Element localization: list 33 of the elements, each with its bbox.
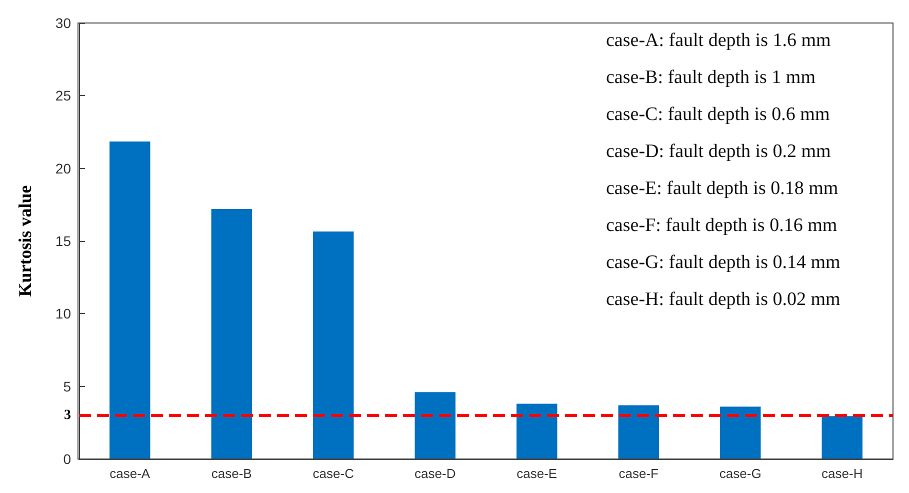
annotation: case-G: fault depth is 0.14 mm (606, 252, 840, 273)
y-tick-label: 10 (55, 306, 72, 322)
y-axis-title: Kurtosis value (15, 185, 35, 297)
x-tick-label: case-D (414, 466, 456, 481)
bar (414, 392, 456, 459)
y-tick-label: 15 (55, 233, 72, 249)
annotation: case-D: fault depth is 0.2 mm (606, 141, 831, 162)
annotation: case-B: fault depth is 1 mm (606, 67, 816, 88)
annotation: case-E: fault depth is 0.18 mm (606, 178, 838, 199)
bar (618, 405, 659, 459)
annotation: case-H: fault depth is 0.02 mm (606, 289, 840, 310)
y-tick-label: 30 (55, 15, 72, 31)
y-tick-label: 5 (63, 378, 72, 394)
y-tick-label: 0 (63, 451, 72, 467)
y-tick-label: 3 (64, 408, 71, 423)
x-tick-label: case-C (312, 466, 354, 481)
x-tick-label: case-H (822, 466, 863, 481)
bar (110, 141, 150, 459)
bar (516, 404, 558, 459)
x-tick-label: case-G (719, 466, 762, 481)
y-tick-label: 25 (55, 88, 72, 104)
annotation: case-F: fault depth is 0.16 mm (606, 215, 838, 236)
x-tick-label: case-F (618, 466, 659, 481)
annotation: case-C: fault depth is 0.6 mm (606, 104, 830, 125)
y-tick-label: 20 (55, 160, 72, 176)
x-tick-label: case-A (110, 466, 150, 481)
bar (313, 232, 354, 459)
bar (720, 406, 761, 459)
bar (822, 416, 862, 459)
bar (211, 209, 252, 459)
x-tick-label: case-B (211, 466, 252, 481)
x-tick-label: case-E (516, 466, 558, 481)
annotation: case-A: fault depth is 1.6 mm (606, 30, 831, 51)
